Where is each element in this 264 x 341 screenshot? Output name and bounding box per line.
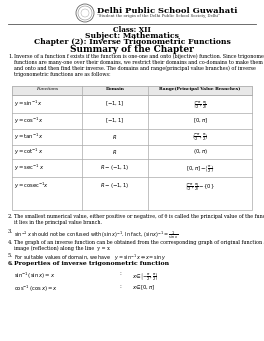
Text: $[0, \pi]$: $[0, \pi]$ bbox=[192, 117, 208, 125]
Text: $(0, \pi)$: $(0, \pi)$ bbox=[192, 148, 208, 157]
Text: $[-1,1]$: $[-1,1]$ bbox=[105, 100, 125, 108]
Text: Class: XII: Class: XII bbox=[113, 26, 151, 34]
Text: $y = \sin^{-1} x$: $y = \sin^{-1} x$ bbox=[14, 99, 43, 109]
Text: The smallest numerical value, either positive or negative, of θ is called the pr: The smallest numerical value, either pos… bbox=[14, 214, 264, 225]
Text: For suitable values of domain, we have   $y = \sin^{-1} x \Leftrightarrow x = \s: For suitable values of domain, we have $… bbox=[14, 253, 167, 263]
Text: $x\!\in\!\left[-\frac{\pi}{2}, \frac{\pi}{2}\right]$: $x\!\in\!\left[-\frac{\pi}{2}, \frac{\pi… bbox=[132, 271, 158, 282]
Text: "Student the origin of the Delhi Public School Society, Delhi": "Student the origin of the Delhi Public … bbox=[97, 15, 220, 18]
Text: $y = \cot^{-1} x$: $y = \cot^{-1} x$ bbox=[14, 147, 44, 157]
Text: $y = \sec^{-1} x$: $y = \sec^{-1} x$ bbox=[14, 163, 44, 173]
Text: $R$: $R$ bbox=[112, 148, 117, 156]
Text: :: : bbox=[119, 284, 121, 289]
Text: $\left[\!\frac{-\pi}{2}, \frac{\pi}{2}\!\right]\!-\!\{0\}$: $\left[\!\frac{-\pi}{2}, \frac{\pi}{2}\!… bbox=[185, 180, 215, 192]
Text: Properties of inverse trigonometric function: Properties of inverse trigonometric func… bbox=[14, 261, 169, 266]
Text: :: : bbox=[119, 271, 121, 276]
Text: Range(Principal Value Branches): Range(Principal Value Branches) bbox=[159, 87, 241, 91]
Text: $[-1,1]$: $[-1,1]$ bbox=[105, 117, 125, 125]
Text: $R-(-1,1)$: $R-(-1,1)$ bbox=[100, 163, 130, 173]
Text: Subject: Mathematics: Subject: Mathematics bbox=[85, 32, 179, 40]
Text: 2.: 2. bbox=[8, 214, 13, 219]
Text: $\left(\!\frac{-\pi}{2}, \frac{\pi}{2}\!\right)$: $\left(\!\frac{-\pi}{2}, \frac{\pi}{2}\!… bbox=[192, 132, 208, 143]
Text: 6.: 6. bbox=[8, 261, 14, 266]
Text: Chapter (2): Inverse Trigonometric Functions: Chapter (2): Inverse Trigonometric Funct… bbox=[34, 39, 230, 46]
Bar bbox=[12, 86, 252, 210]
Text: Delhi Public School Guwahati: Delhi Public School Guwahati bbox=[97, 7, 238, 15]
Text: 3.: 3. bbox=[8, 229, 13, 234]
Text: $[0, \pi] - \!\left\{\frac{\pi}{2}\right\}$: $[0, \pi] - \!\left\{\frac{\pi}{2}\right… bbox=[186, 163, 214, 174]
Text: $R-(-1,1)$: $R-(-1,1)$ bbox=[100, 181, 130, 191]
Text: $\sin^{-1} x$ should not be confused with $(\sin x)^{-1}$. In fact, $(\sin x)^{-: $\sin^{-1} x$ should not be confused wit… bbox=[14, 229, 178, 240]
Text: The graph of an inverse function can be obtained from the corresponding graph of: The graph of an inverse function can be … bbox=[14, 240, 264, 251]
Text: Inverse of a function f exists if the function is one-one and onto (bijective) f: Inverse of a function f exists if the fu… bbox=[14, 54, 264, 77]
Text: $\left[\!\frac{-\pi}{2}, \frac{\pi}{2}\!\right]$: $\left[\!\frac{-\pi}{2}, \frac{\pi}{2}\!… bbox=[193, 99, 208, 109]
Bar bbox=[12, 86, 252, 95]
Text: $y = \cos^{-1} x$: $y = \cos^{-1} x$ bbox=[14, 116, 44, 126]
Text: 4.: 4. bbox=[8, 240, 13, 245]
Text: $y = \mathrm{cosec}^{-1}\! x$: $y = \mathrm{cosec}^{-1}\! x$ bbox=[14, 181, 49, 191]
Text: Functions: Functions bbox=[36, 87, 58, 91]
Text: Summary of the Chapter: Summary of the Chapter bbox=[70, 45, 194, 55]
Text: $\cos^{-1}(\cos x) = x$: $\cos^{-1}(\cos x) = x$ bbox=[14, 284, 58, 294]
Text: Domain: Domain bbox=[106, 87, 124, 91]
Text: 5.: 5. bbox=[8, 253, 13, 258]
Text: $x\!\in\![0, \pi]$: $x\!\in\![0, \pi]$ bbox=[132, 284, 155, 292]
Text: 1.: 1. bbox=[8, 54, 13, 59]
Text: $\sin^{-1}(\sin x) = x$: $\sin^{-1}(\sin x) = x$ bbox=[14, 271, 55, 281]
Text: $y = \tan^{-1} x$: $y = \tan^{-1} x$ bbox=[14, 132, 44, 142]
Text: $R$: $R$ bbox=[112, 133, 117, 141]
